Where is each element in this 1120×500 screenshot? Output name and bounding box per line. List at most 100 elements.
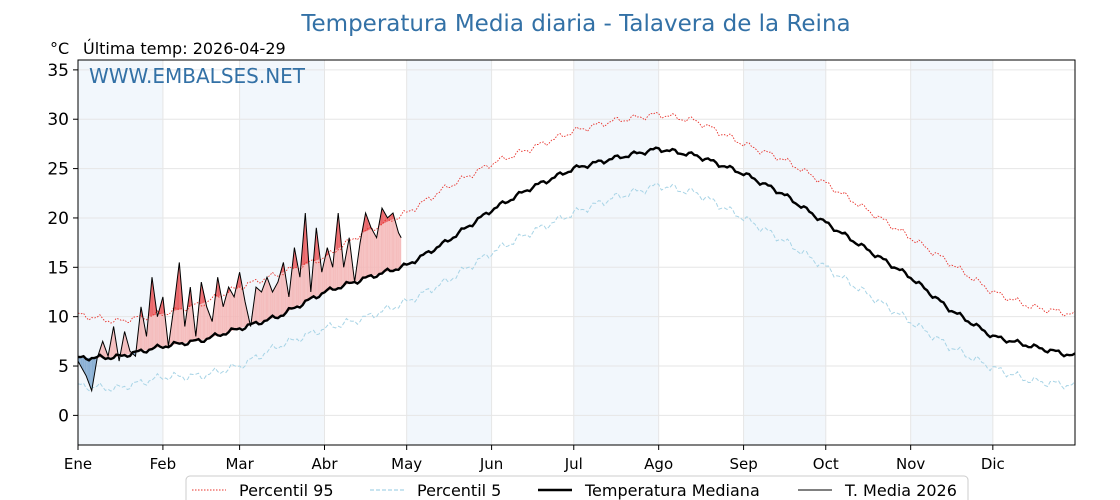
y-tick-label: 20 [47, 209, 69, 229]
anomaly-cold-fill [82, 357, 84, 371]
anomaly-extreme-fill [238, 272, 240, 288]
anomaly-warm-fill [264, 280, 266, 321]
anomaly-warm-fill [240, 279, 243, 329]
anomaly-warm-fill [243, 294, 246, 328]
anomaly-warm-fill [205, 300, 207, 340]
anomaly-warm-fill [298, 269, 300, 306]
anomaly-extreme-fill [364, 213, 366, 233]
anomaly-warm-fill [386, 215, 388, 272]
anomaly-cold-fill [87, 357, 89, 384]
y-unit-label: °C [50, 39, 69, 58]
anomaly-warm-fill [232, 294, 235, 331]
anomaly-extreme-fill [368, 220, 370, 231]
anomaly-warm-fill [346, 245, 348, 285]
anomaly-warm-fill [379, 215, 381, 274]
anomaly-warm-fill [375, 235, 377, 276]
anomaly-warm-fill [230, 289, 232, 332]
anomaly-warm-fill [124, 331, 126, 356]
anomaly-warm-fill [357, 252, 359, 281]
anomaly-warm-fill [390, 214, 392, 271]
month-shade [743, 60, 826, 445]
anomaly-warm-fill [321, 266, 324, 294]
anomaly-warm-fill [329, 257, 332, 291]
anomaly-warm-fill [299, 261, 302, 306]
anomaly-warm-fill [383, 210, 385, 273]
anomaly-warm-fill [242, 287, 244, 328]
series-t-media-2026 [77, 206, 402, 393]
anomaly-warm-fill [362, 220, 365, 280]
anomaly-warm-fill [147, 306, 150, 350]
anomaly-warm-fill [361, 227, 363, 280]
month-shade [239, 60, 325, 445]
anomaly-warm-fill [220, 291, 222, 335]
x-tick-label: May [391, 455, 422, 473]
anomaly-warm-fill [376, 230, 378, 275]
anomaly-extreme-fill [160, 301, 162, 315]
anomaly-warm-fill [227, 287, 229, 333]
anomaly-warm-fill [372, 230, 374, 277]
anomaly-warm-fill [228, 287, 231, 332]
anomaly-warm-fill [235, 284, 237, 330]
anomaly-warm-fill [261, 288, 263, 322]
x-tick-label: Jul [564, 455, 583, 473]
anomaly-warm-fill [145, 329, 147, 351]
anomaly-warm-fill [158, 306, 161, 348]
anomaly-warm-fill [273, 287, 276, 318]
x-tick-label: Ene [64, 455, 92, 473]
legend-percentil-5-label: Percentil 5 [417, 481, 501, 500]
anomaly-warm-fill [206, 306, 209, 339]
anomaly-extreme-fill [316, 227, 318, 261]
chart-title: Temperatura Media diaria - Talavera de l… [300, 11, 850, 37]
anomaly-warm-fill [171, 316, 173, 346]
anomaly-warm-fill [368, 220, 370, 278]
y-tick-label: 30 [47, 110, 69, 130]
anomaly-warm-fill [253, 296, 255, 325]
anomaly-warm-fill [269, 284, 272, 320]
anomaly-extreme-fill [179, 262, 181, 310]
x-tick-label: Abr [312, 455, 339, 473]
anomaly-warm-fill [366, 216, 369, 278]
x-tick-label: Nov [896, 455, 925, 473]
anomaly-warm-fill [388, 215, 391, 271]
anomaly-warm-fill [371, 227, 373, 277]
anomaly-extreme-fill [294, 247, 296, 269]
anomaly-warm-fill [275, 284, 277, 318]
anomaly-extreme-fill [150, 277, 152, 316]
anomaly-warm-fill [331, 262, 333, 290]
anomaly-warm-fill [157, 311, 159, 348]
anomaly-warm-fill [394, 217, 396, 270]
anomaly-warm-fill [114, 335, 117, 358]
anomaly-warm-fill [156, 306, 158, 348]
anomaly-warm-fill [397, 227, 399, 269]
anomaly-warm-fill [392, 213, 395, 270]
x-tick-label: Feb [150, 455, 177, 473]
anomaly-extreme-fill [305, 213, 307, 265]
last-temp-label: Última temp: 2026-04-29 [83, 39, 286, 58]
anomaly-warm-fill [327, 247, 329, 292]
anomaly-cold-fill [83, 357, 85, 374]
anomaly-extreme-fill [338, 213, 340, 249]
anomaly-warm-fill [260, 290, 262, 323]
anomaly-warm-fill [265, 277, 267, 321]
anomaly-warm-fill [268, 280, 270, 320]
anomaly-extreme-fill [153, 287, 155, 316]
anomaly-warm-fill [231, 291, 233, 332]
anomaly-warm-fill [323, 259, 325, 293]
anomaly-extreme-fill [336, 213, 339, 250]
anomaly-warm-fill [225, 291, 228, 333]
anomaly-warm-fill [246, 308, 248, 327]
anomaly-warm-fill [282, 262, 284, 315]
anomaly-warm-fill [398, 232, 400, 268]
anomaly-warm-fill [234, 290, 236, 331]
series-percentil-5 [77, 182, 1076, 392]
anomaly-extreme-fill [217, 277, 220, 297]
anomaly-cold-fill [88, 357, 91, 388]
anomaly-warm-fill [395, 222, 398, 269]
anomaly-warm-fill [262, 284, 265, 322]
anomaly-warm-fill [224, 296, 226, 334]
anomaly-warm-fill [283, 262, 285, 314]
anomaly-warm-fill [276, 282, 278, 318]
anomaly-warm-fill [324, 253, 326, 292]
anomaly-cold-fill [84, 357, 87, 376]
anomaly-warm-fill [164, 309, 166, 347]
